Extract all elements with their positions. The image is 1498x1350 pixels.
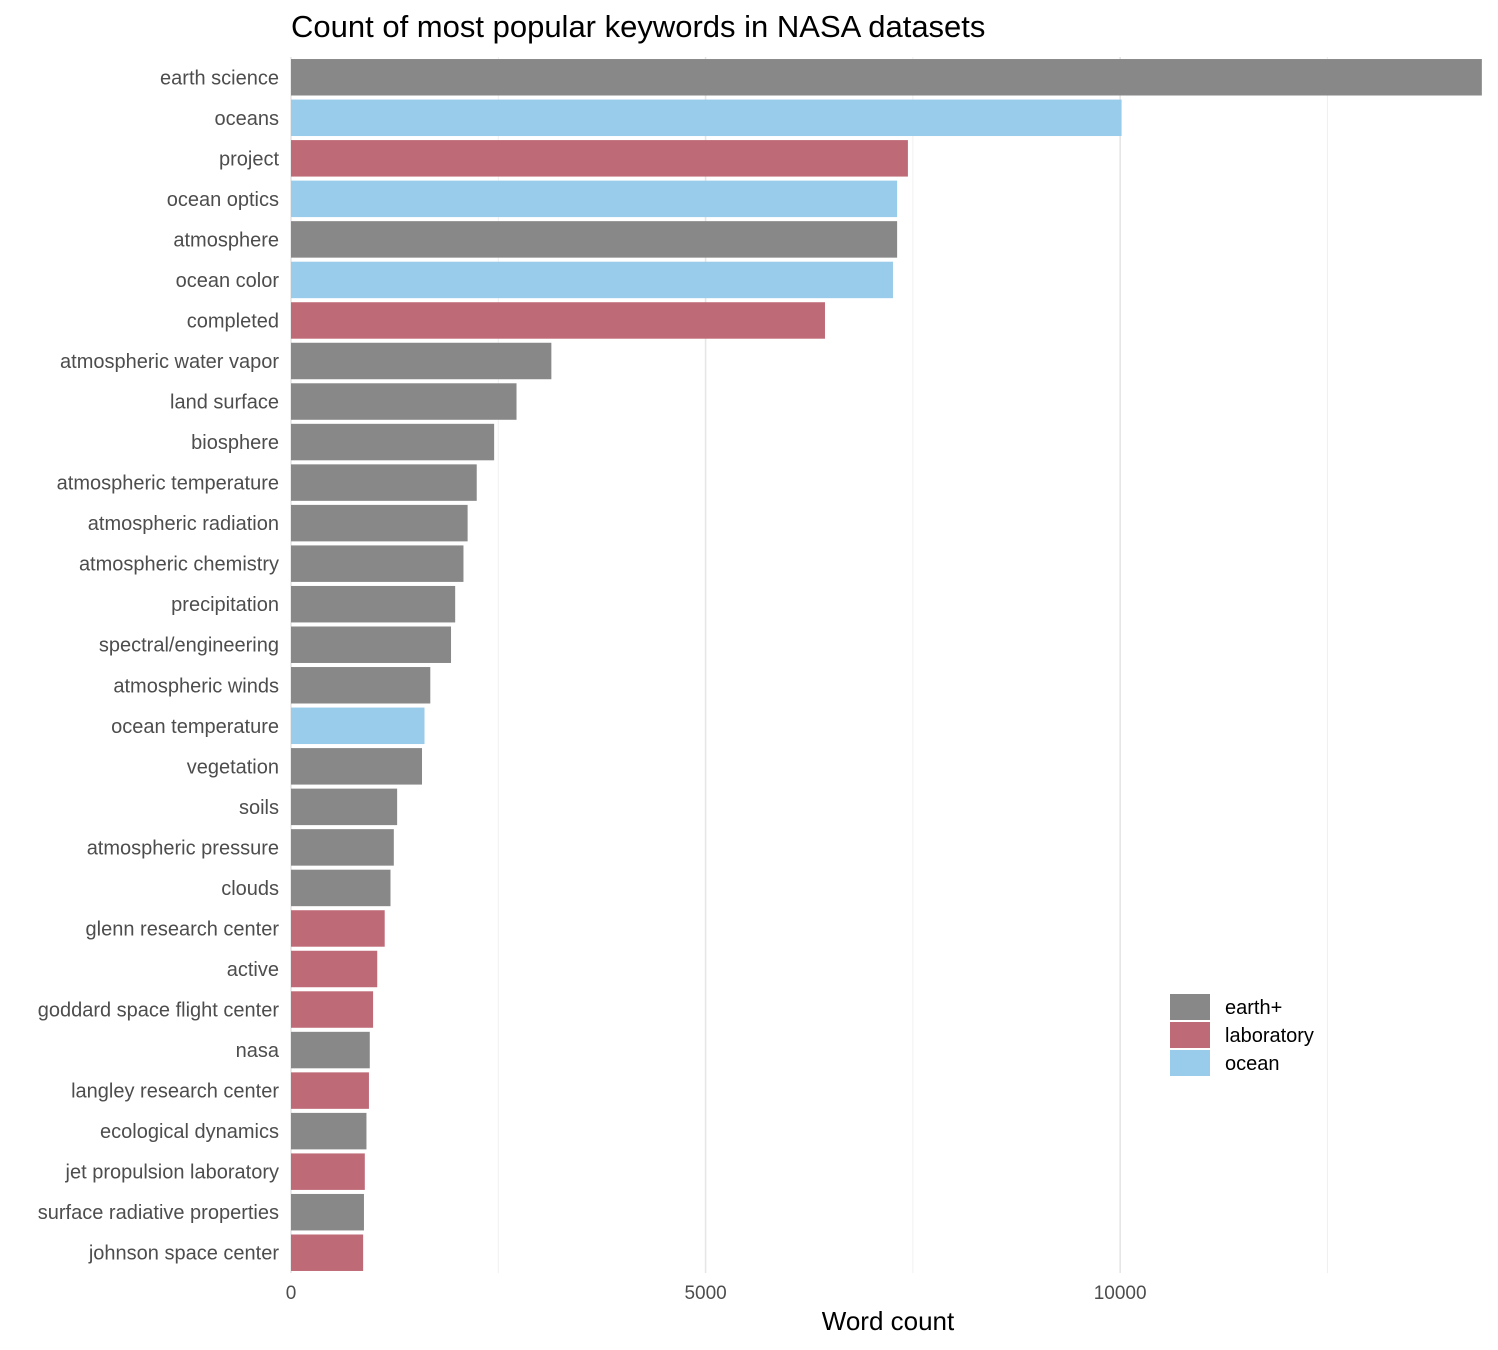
bar-earth-science [291,59,1482,96]
bar-ocean-color [291,261,893,299]
category-label: nasa [236,1040,280,1062]
bar-soils [291,788,398,826]
bar-johnson-space-center [291,1234,364,1271]
legend-label: ocean [1225,1053,1280,1075]
category-label: atmospheric pressure [87,837,279,859]
category-label: active [227,959,279,981]
category-label: vegetation [187,756,279,778]
category-label: spectral/engineering [99,635,279,657]
bar-clouds [291,869,391,907]
bar-atmospheric-winds [291,667,431,704]
category-label: glenn research center [86,918,280,940]
category-label: atmospheric chemistry [79,554,279,576]
legend-label: laboratory [1225,1025,1314,1047]
category-labels: earth science oceans project ocean optics at… [38,67,280,1264]
category-label: oceans [215,108,280,130]
bar-ocean-optics [291,180,898,218]
category-label: johnson space center [88,1243,279,1265]
bar-atmospheric-chemistry [291,545,464,582]
category-label: atmospheric temperature [57,473,279,495]
category-label: atmospheric winds [113,675,279,697]
legend-key-earth [1170,994,1210,1020]
bar-ocean-temperature [291,707,425,745]
bar-oceans [291,99,1122,137]
category-label: atmospheric water vapor [60,351,279,373]
category-label: ocean color [176,270,280,292]
x-tick-label: 5000 [684,1283,726,1304]
bar-atmospheric-water-vapor [291,342,552,380]
category-label: atmospheric radiation [88,513,279,535]
category-label: ocean optics [167,189,279,211]
bar-vegetation [291,748,423,785]
category-label: langley research center [71,1081,279,1103]
legend-key-ocean [1170,1050,1210,1076]
category-label: land surface [170,392,279,414]
bar-langley-research-center [291,1072,369,1109]
legend-key-laboratory [1170,1022,1210,1048]
bar-atmospheric-radiation [291,504,468,542]
bar-biosphere [291,423,495,461]
bars [291,59,1482,1271]
category-label: goddard space flight center [38,1000,280,1022]
category-label: surface radiative properties [38,1202,279,1224]
bar-atmospheric-pressure [291,829,394,866]
category-label: biosphere [191,432,279,454]
x-tick-label: 10000 [1094,1283,1147,1304]
legend: earth+ laboratory ocean [1170,994,1314,1076]
bar-project [291,140,908,177]
x-tick-label: 0 [286,1283,297,1304]
bar-land-surface [291,383,517,420]
bar-atmosphere [291,221,898,258]
category-label: clouds [221,878,279,900]
legend-label: earth+ [1225,997,1282,1019]
bar-nasa [291,1031,370,1069]
chart-title: Count of most popular keywords in NASA d… [291,9,985,44]
category-label: project [219,148,279,170]
bar-spectral-engineering [291,626,452,663]
grid [290,57,1328,1273]
bar-ecological-dynamics [291,1112,367,1150]
category-label: ecological dynamics [100,1121,279,1143]
bar-active [291,950,378,988]
bar-jet-propulsion-laboratory [291,1153,365,1190]
category-label: ocean temperature [111,716,279,738]
category-label: soils [239,797,279,819]
category-label: precipitation [171,594,279,616]
bar-glenn-research-center [291,910,385,947]
x-axis-title: Word count [822,1306,955,1336]
bar-atmospheric-temperature [291,464,477,501]
bar-surface-radiative-properties [291,1193,364,1231]
category-label: atmosphere [173,229,279,251]
bar-completed [291,302,825,339]
category-label: earth science [160,67,279,89]
category-label: jet propulsion laboratory [65,1162,279,1184]
x-axis-ticks: 0 5000 10000 [286,1283,1147,1304]
category-label: completed [187,310,279,332]
bar-precipitation [291,585,456,623]
bar-goddard-space-flight-center [291,991,374,1028]
